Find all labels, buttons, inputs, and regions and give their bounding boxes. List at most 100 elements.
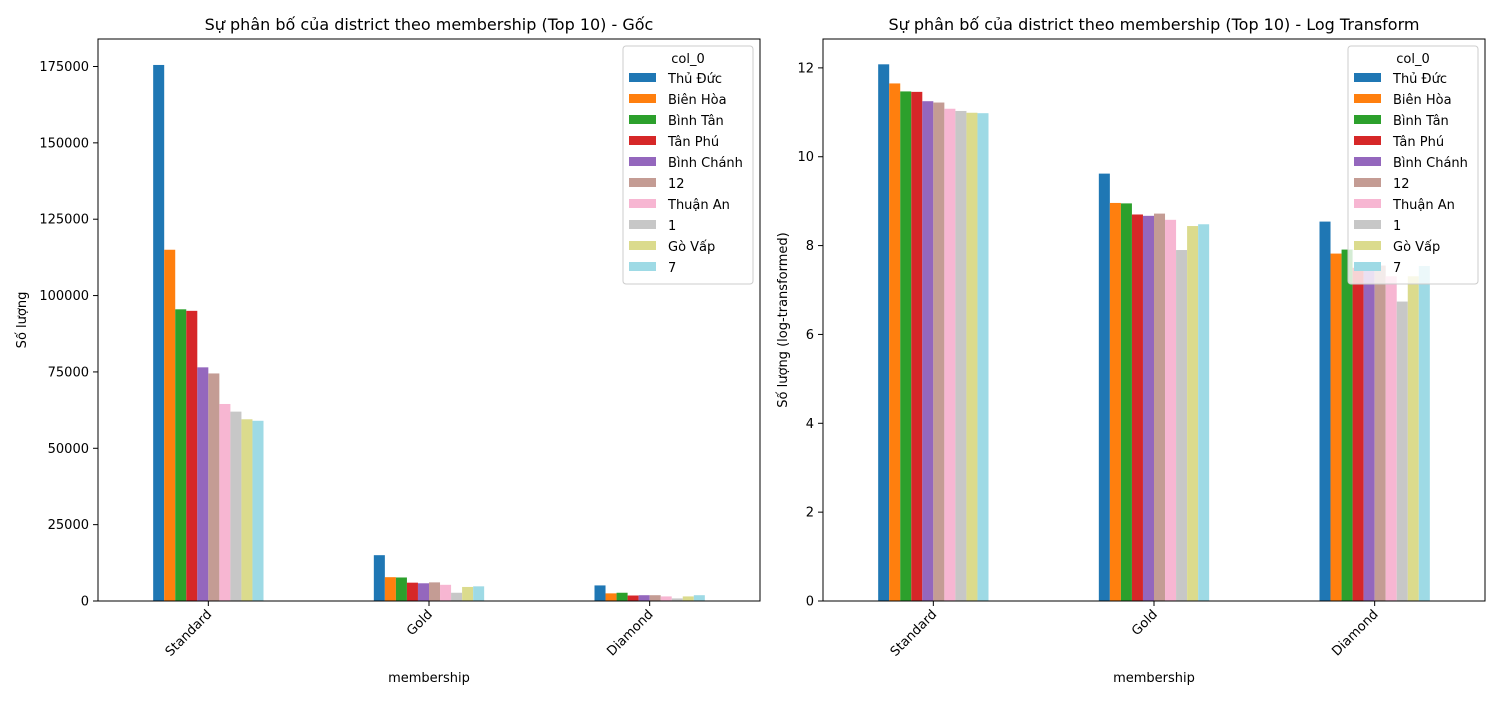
y-axis-label: Số lượng (log-transformed) [776,232,791,407]
y-tick-label: 8 [806,239,814,254]
legend-entry-label: Biên Hòa [668,93,727,108]
bar-diamond-5 [1374,265,1386,601]
legend-swatch [1354,178,1381,187]
legend-entry-label: 1 [668,219,676,234]
y-tick-label: 125000 [39,213,89,228]
legend-swatch [1354,241,1381,250]
bar-diamond-9 [1418,266,1430,601]
bar-gold-9 [1198,224,1210,601]
bar-gold-2 [395,577,407,601]
legend-swatch [1354,199,1381,208]
bar-diamond-9 [693,595,705,601]
bar-standard-9 [977,113,989,601]
bar-standard-4 [197,367,209,601]
plot-frame [822,38,1486,602]
bar-standard-3 [186,310,198,601]
bar-diamond-6 [1385,276,1397,601]
bar-standard-7 [955,110,967,601]
bar-standard-1 [164,249,176,601]
y-tick-label: 4 [806,417,814,432]
chart-title: Sự phân bố của district theo membership … [889,15,1420,34]
legend-entry-label: 12 [1393,177,1410,192]
y-tick-label: 150000 [39,136,89,151]
bar-diamond-5 [649,595,661,601]
legend-entry-label: Thủ Đức [667,72,722,87]
bar-standard-0 [153,64,165,601]
bar-gold-5 [1154,213,1166,601]
y-tick-label: 10 [797,150,814,165]
y-axis: 0 25000 50000 75000 100000 125000 150000 175000 [39,60,98,610]
legend-entry-label: Thuận An [667,198,730,213]
legend-entry-label: 7 [668,261,676,276]
bar-standard-6 [944,108,956,601]
bar-gold-6 [440,584,452,601]
y-tick-label: 50000 [48,442,89,457]
legend-swatch [629,262,656,271]
bar-layer [878,64,1430,602]
bar-gold-0 [1098,173,1110,602]
bar-diamond-1 [1330,253,1342,601]
bar-gold-4 [1142,215,1154,601]
y-tick-label: 2 [806,506,814,521]
bar-gold-4 [417,583,429,601]
bar-gold-1 [384,577,396,601]
legend-entry-label: Bình Tân [1393,114,1449,129]
legend-entry-label: Bình Chánh [1393,156,1468,171]
legend-title: col_0 [671,52,704,67]
y-axis-label: Số lượng [15,292,30,349]
y-tick-label: 25000 [48,518,89,533]
legend-swatch [1354,220,1381,229]
bar-standard-0 [878,64,890,601]
legend-swatch [629,178,656,187]
legend-swatch [1354,262,1381,271]
legend: col_0 Thủ Đức Biên Hòa Bình Tân Tân Phú Bình … [622,45,754,285]
legend-entry-label: 12 [668,177,685,192]
legend-entry-label: Tân Phú [667,135,719,150]
bar-standard-8 [966,112,978,601]
legend: col_0 Thủ Đức Biên Hòa Bình Tân Tân Phú Bình … [1347,45,1479,285]
bar-diamond-0 [1319,221,1331,601]
bar-diamond-8 [682,596,694,601]
bar-standard-7 [230,411,242,601]
y-tick-label: 175000 [39,60,89,75]
bar-diamond-7 [1396,301,1408,601]
bar-diamond-8 [1407,276,1419,601]
bar-gold-7 [1176,250,1188,601]
legend-swatch [629,94,656,103]
x-axis-label: membership [388,671,470,686]
legend-swatch [629,115,656,124]
legend-entry-label: Thủ Đức [1392,72,1447,87]
y-tick-label: 75000 [48,365,89,380]
legend-entry-label: Thuận An [1392,198,1455,213]
legend-entry-label: Bình Chánh [668,156,743,171]
chart-original: Sự phân bố của district theo membership … [15,15,761,686]
bar-gold-2 [1120,203,1132,601]
bar-diamond-4 [638,595,650,601]
legend-entry-label: Gò Vấp [1393,240,1440,255]
legend-title: col_0 [1396,52,1429,67]
bar-standard-9 [252,420,264,601]
legend-swatch [629,241,656,250]
legend-entry-label: 7 [1393,261,1401,276]
bar-gold-8 [1187,226,1199,602]
bar-standard-3 [911,91,923,602]
bar-gold-1 [1109,202,1121,601]
chart-log-transform: Sự phân bố của district theo membership … [776,15,1486,686]
bar-standard-5 [208,373,220,601]
bar-standard-2 [900,91,912,602]
legend-swatch [629,220,656,229]
bar-gold-0 [373,555,385,601]
legend-swatch [629,157,656,166]
legend-swatch [1354,94,1381,103]
y-tick-label: 12 [797,61,814,76]
bar-standard-5 [933,102,945,601]
bar-layer [153,64,705,601]
bar-diamond-3 [1352,267,1364,601]
bar-standard-8 [241,419,253,601]
bar-diamond-2 [616,592,628,601]
y-tick-label: 6 [806,328,814,343]
plot-frame [97,38,761,602]
legend-entry-label: 1 [1393,219,1401,234]
